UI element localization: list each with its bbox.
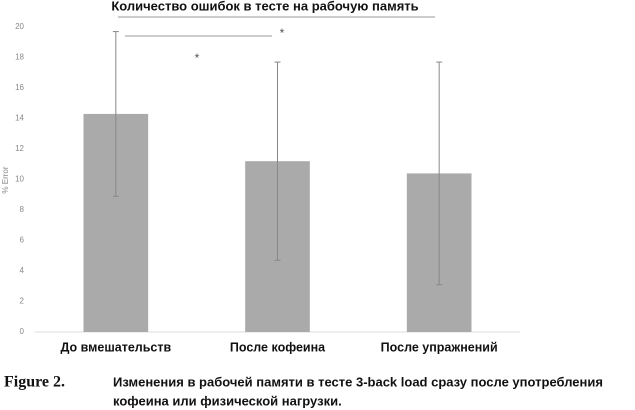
x-tick-label: После кофеина <box>230 340 326 354</box>
y-tick-label: 4 <box>20 266 25 275</box>
y-tick-label: 12 <box>15 144 24 153</box>
caption-line: кофеина или физической нагрузки. <box>113 393 342 408</box>
y-tick-label: 16 <box>15 83 24 92</box>
y-axis-label: % Error <box>1 166 10 193</box>
y-tick-label: 14 <box>15 114 24 123</box>
y-tick-label: 10 <box>15 175 24 184</box>
y-tick-label: 18 <box>15 53 24 62</box>
significance-marker: * <box>195 51 200 65</box>
x-tick-label: После упражнений <box>381 340 498 354</box>
significance-marker: * <box>280 26 285 40</box>
y-tick-label: 6 <box>20 236 25 245</box>
y-tick-label: 8 <box>20 205 25 214</box>
y-tick-label: 0 <box>20 327 25 336</box>
x-tick-label: До вмешательств <box>60 340 171 354</box>
caption-line: Изменения в рабочей памяти в тесте 3-bac… <box>113 374 603 389</box>
y-tick-label: 20 <box>15 22 24 31</box>
figure-label: Figure 2. <box>4 374 65 391</box>
chart-title: Количество ошибок в тесте на рабочую пам… <box>111 0 418 13</box>
y-tick-label: 2 <box>20 297 25 306</box>
